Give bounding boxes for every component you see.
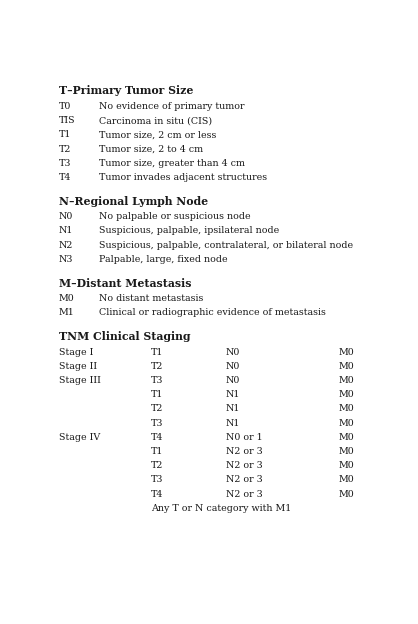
Text: N0: N0 — [226, 376, 240, 385]
Text: T2: T2 — [151, 461, 163, 470]
Text: M0: M0 — [339, 376, 355, 385]
Text: T0: T0 — [59, 102, 71, 111]
Text: M0: M0 — [339, 447, 355, 456]
Text: M0: M0 — [339, 475, 355, 484]
Text: No distant metastasis: No distant metastasis — [99, 295, 204, 303]
Text: TIS: TIS — [59, 116, 75, 125]
Text: N0: N0 — [226, 362, 240, 371]
Text: Any T or N category with M1: Any T or N category with M1 — [151, 504, 291, 513]
Text: N2 or 3: N2 or 3 — [226, 461, 263, 470]
Text: T4: T4 — [151, 490, 163, 499]
Text: T2: T2 — [59, 145, 71, 154]
Text: N2 or 3: N2 or 3 — [226, 475, 263, 484]
Text: M0: M0 — [339, 490, 355, 499]
Text: M0: M0 — [339, 433, 355, 442]
Text: Carcinoma in situ (CIS): Carcinoma in situ (CIS) — [99, 116, 212, 125]
Text: N2: N2 — [59, 241, 73, 250]
Text: T3: T3 — [151, 419, 163, 427]
Text: Tumor invades adjacent structures: Tumor invades adjacent structures — [99, 173, 268, 182]
Text: N1: N1 — [226, 391, 240, 399]
Text: Clinical or radiographic evidence of metastasis: Clinical or radiographic evidence of met… — [99, 308, 326, 318]
Text: T1: T1 — [59, 130, 71, 139]
Text: N0: N0 — [226, 348, 240, 357]
Text: Suspicious, palpable, ipsilateral node: Suspicious, palpable, ipsilateral node — [99, 227, 280, 235]
Text: T1: T1 — [151, 391, 163, 399]
Text: No evidence of primary tumor: No evidence of primary tumor — [99, 102, 245, 111]
Text: Tumor size, 2 cm or less: Tumor size, 2 cm or less — [99, 130, 217, 139]
Text: T4: T4 — [151, 433, 163, 442]
Text: M0: M0 — [339, 362, 355, 371]
Text: N0: N0 — [59, 212, 73, 222]
Text: N3: N3 — [59, 255, 73, 264]
Text: Palpable, large, fixed node: Palpable, large, fixed node — [99, 255, 228, 264]
Text: Tumor size, 2 to 4 cm: Tumor size, 2 to 4 cm — [99, 145, 203, 154]
Text: M0: M0 — [339, 419, 355, 427]
Text: M1: M1 — [59, 308, 74, 318]
Text: M0: M0 — [339, 461, 355, 470]
Text: M0: M0 — [59, 295, 74, 303]
Text: Suspicious, palpable, contralateral, or bilateral node: Suspicious, palpable, contralateral, or … — [99, 241, 353, 250]
Text: N–Regional Lymph Node: N–Regional Lymph Node — [59, 196, 208, 207]
Text: N2 or 3: N2 or 3 — [226, 490, 263, 499]
Text: N2 or 3: N2 or 3 — [226, 447, 263, 456]
Text: M0: M0 — [339, 391, 355, 399]
Text: Tumor size, greater than 4 cm: Tumor size, greater than 4 cm — [99, 158, 245, 168]
Text: N0 or 1: N0 or 1 — [226, 433, 262, 442]
Text: TNM Clinical Staging: TNM Clinical Staging — [59, 331, 190, 342]
Text: Stage III: Stage III — [59, 376, 101, 385]
Text: Stage IV: Stage IV — [59, 433, 100, 442]
Text: N1: N1 — [59, 227, 73, 235]
Text: M–Distant Metastasis: M–Distant Metastasis — [59, 278, 191, 289]
Text: T–Primary Tumor Size: T–Primary Tumor Size — [59, 85, 193, 97]
Text: T2: T2 — [151, 362, 163, 371]
Text: T3: T3 — [151, 376, 163, 385]
Text: T2: T2 — [151, 404, 163, 414]
Text: T3: T3 — [151, 475, 163, 484]
Text: N1: N1 — [226, 419, 240, 427]
Text: M0: M0 — [339, 404, 355, 414]
Text: No palpable or suspicious node: No palpable or suspicious node — [99, 212, 251, 222]
Text: N1: N1 — [226, 404, 240, 414]
Text: Stage I: Stage I — [59, 348, 93, 357]
Text: T1: T1 — [151, 348, 163, 357]
Text: M0: M0 — [339, 348, 355, 357]
Text: T4: T4 — [59, 173, 71, 182]
Text: T3: T3 — [59, 158, 71, 168]
Text: T1: T1 — [151, 447, 163, 456]
Text: Stage II: Stage II — [59, 362, 97, 371]
